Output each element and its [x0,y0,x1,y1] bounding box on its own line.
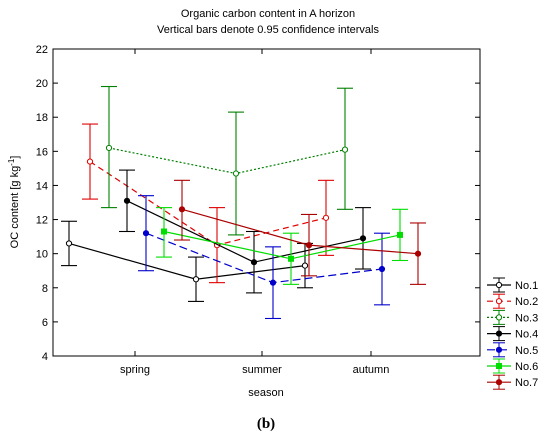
y-tick-label: 8 [42,283,48,295]
y-axis: 4 6 8 10 12 14 16 18 20 22 [36,44,480,363]
data-point [142,230,150,237]
legend-marker [495,346,503,353]
y-tick-label: 10 [36,249,48,261]
data-point [192,276,200,283]
series-3 [101,85,353,236]
data-point [322,214,330,221]
data-point [341,146,349,153]
data-point [178,206,186,213]
x-tick-label: autumn [353,364,390,376]
data-point [269,279,277,286]
chart-title: Organic carbon content in A horizon [181,8,355,20]
legend-item: No.7 [487,374,538,390]
legend-marker [495,298,503,305]
series-1 [61,220,313,302]
y-tick-label: 22 [36,44,48,56]
legend-marker [495,314,503,321]
y-tick-label: 16 [36,146,48,158]
data-point [288,255,294,262]
data-point [378,265,386,273]
data-point [65,240,73,247]
x-tick-label: spring [120,364,150,376]
data-point [397,231,403,238]
series-line [108,147,346,175]
y-tick-label: 12 [36,215,48,227]
data-point [414,250,422,257]
legend-marker [495,281,503,289]
y-tick-label: 4 [42,351,48,363]
data-point [232,170,240,177]
legend: No.1 No.2 No.3 No.4 No.5 No.6 No.7 [487,277,538,390]
x-axis: spring summer autumn [120,49,389,376]
plot-area [52,48,481,357]
data-point [86,158,94,165]
data-point [359,235,367,242]
y-axis-label: OC content [g kg-1] [7,156,21,249]
y-axis-label-unit-exponent: -1 [7,158,16,166]
legend-item: No.6 [487,358,538,374]
y-tick-label: 6 [42,317,48,329]
legend-label: No.3 [515,312,538,324]
legend-marker [495,330,503,337]
legend-item: No.3 [487,309,538,325]
data-point [250,259,258,266]
legend-label: No.2 [515,296,538,308]
series-2 [82,123,334,284]
legend-item: No.4 [487,326,538,342]
legend-label: No.6 [515,361,538,373]
y-axis-label-main: OC content [g kg [9,166,21,249]
series-4 [119,169,371,294]
data-point [123,197,131,204]
legend-label: No.1 [515,280,538,292]
series-6 [156,207,408,285]
legend-label: No.4 [515,329,538,341]
legend-marker [496,363,502,369]
legend-item: No.1 [487,277,538,293]
y-tick-label: 18 [36,112,48,124]
data-point [301,262,309,269]
data-point [105,144,113,152]
series-layer [61,85,426,320]
figure-caption: (b) [257,416,275,432]
y-tick-label: 20 [36,78,48,90]
series-7 [174,179,426,285]
legend-item: No.2 [487,293,538,309]
legend-label: No.7 [515,377,538,389]
legend-item: No.5 [487,342,538,358]
y-tick-label: 14 [36,180,48,192]
chart-subtitle: Vertical bars denote 0.95 confidence int… [157,24,379,36]
x-axis-label: season [248,387,283,399]
legend-marker [495,379,503,386]
data-point [161,228,167,235]
series-5 [138,195,390,320]
y-axis-label-end: ] [9,156,21,159]
x-tick-label: summer [242,364,282,376]
legend-label: No.5 [515,345,538,357]
data-point [305,242,313,249]
